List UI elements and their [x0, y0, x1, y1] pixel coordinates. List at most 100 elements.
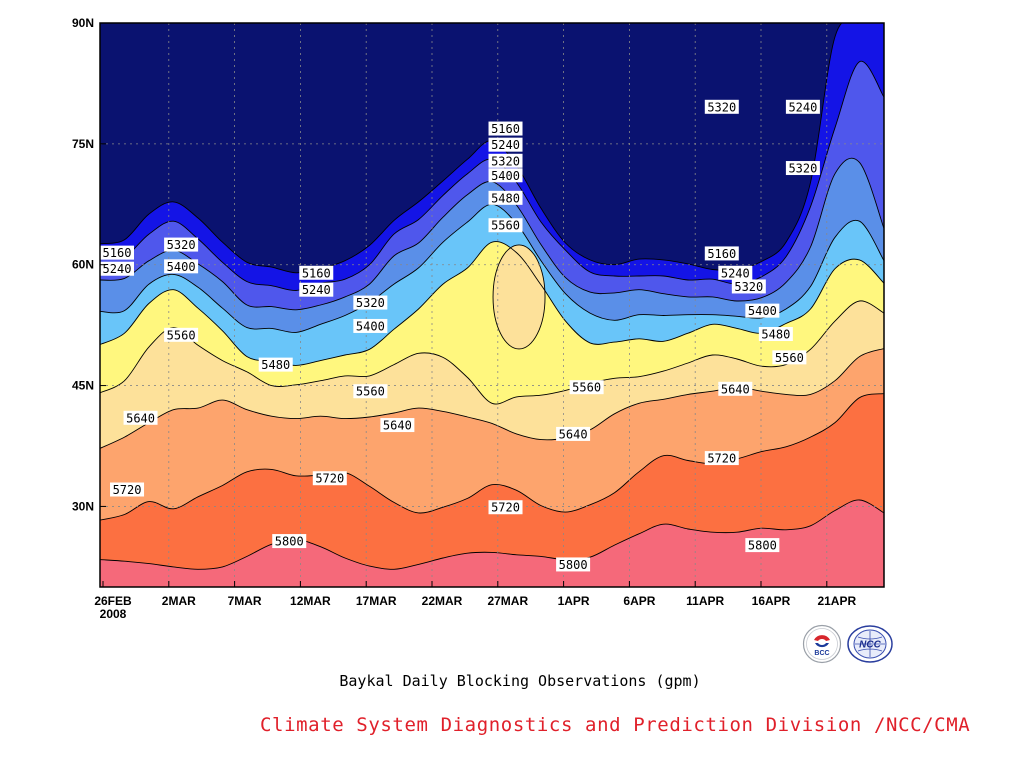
contour-label-box [353, 318, 388, 333]
y-tick-label: 90N [72, 16, 94, 30]
contour-label: 5320 [734, 280, 763, 294]
contour-line-5560 [100, 300, 884, 405]
contour-label-box [380, 418, 415, 433]
contour-label: 5160 [302, 266, 331, 280]
x-tick-label: 2MAR [162, 594, 196, 608]
contour-label-box [299, 282, 334, 297]
contour-label: 5320 [788, 162, 817, 176]
contour-label: 5800 [748, 539, 777, 553]
contour-label-box [110, 482, 145, 497]
x-tick-label: 26FEB [94, 594, 132, 608]
contour-label-box [164, 327, 199, 342]
contour-label: 5400 [491, 169, 520, 183]
contour-label: 5480 [491, 191, 520, 205]
x-tick-label: 17MAR [356, 594, 397, 608]
x-tick-label: 12MAR [290, 594, 331, 608]
contour-label: 5160 [707, 247, 736, 261]
contour-label-box [488, 137, 523, 152]
x-tick-label: 22MAR [422, 594, 463, 608]
contour-label-box [745, 303, 780, 318]
contour-label-box [488, 190, 523, 205]
contour-label-box [123, 410, 158, 425]
contour-label: 5320 [707, 100, 736, 114]
contour-label: 5640 [383, 419, 412, 433]
contour-line-5800 [100, 499, 884, 570]
contour-label: 5320 [167, 238, 196, 252]
contour-labels: 5160524053205400556056405720516052405320… [100, 99, 820, 572]
contour-line-5720 [100, 393, 884, 521]
contour-label: 5480 [261, 358, 290, 372]
x-axis: 26FEB 2MAR 7MAR 12MAR 17MAR 22MAR 27MAR 1APR 6AP… [94, 581, 856, 621]
high-center [492, 244, 546, 350]
contour-label: 5560 [572, 381, 601, 395]
contour-label-box [488, 121, 523, 136]
contour-label-box [785, 99, 820, 114]
contour-label-box [718, 381, 753, 396]
plot-frame [99, 22, 885, 588]
contour-label: 5800 [275, 535, 304, 549]
contour-label: 5640 [721, 382, 750, 396]
contour-label: 5720 [113, 483, 142, 497]
contour-label-box [488, 500, 523, 515]
x-tick-label: 27MAR [487, 594, 528, 608]
contour-label-box [556, 426, 591, 441]
contour-label: 5400 [748, 304, 777, 318]
contour-label-box [100, 261, 134, 276]
y-axis: 30N 45N 60N 75N 90N [72, 16, 106, 513]
contour-label: 5560 [491, 219, 520, 233]
contour-label: 5560 [167, 328, 196, 342]
contour-label-box [488, 153, 523, 168]
ncc-logo: NCC [847, 625, 893, 663]
contour-label: 5640 [126, 411, 155, 425]
contour-label: 5240 [302, 283, 331, 297]
contour-label-box [164, 259, 199, 274]
contour-label: 5720 [491, 501, 520, 515]
contour-label-box [353, 295, 388, 310]
contour-label: 5720 [315, 472, 344, 486]
contour-line-5480 [100, 241, 884, 366]
contour-label-box [704, 246, 739, 261]
contour-label: 5560 [775, 351, 804, 365]
contour-label-box [488, 168, 523, 183]
contour-label: 5320 [356, 296, 385, 310]
contour-label-box [299, 265, 334, 280]
contour-label-box [758, 327, 793, 342]
contour-label: 5160 [491, 122, 520, 136]
y-tick-label: 60N [72, 258, 94, 272]
contour-label-box [745, 538, 780, 553]
contour-label-box [488, 218, 523, 233]
contour-label-box [312, 471, 347, 486]
contour-fill-5800 [100, 499, 884, 587]
contour-label: 5480 [761, 328, 790, 342]
contour-label-box [100, 245, 134, 260]
chart-title: Baykal Daily Blocking Observations (gpm) [339, 672, 701, 690]
contour-label-box [772, 350, 807, 365]
contour-label: 5240 [103, 262, 132, 276]
contour-label: 5800 [559, 558, 588, 572]
x-tick-label: 7MAR [228, 594, 262, 608]
contour-label: 5400 [167, 260, 196, 274]
contour-line-5640 [100, 348, 884, 449]
contour-label-box [785, 161, 820, 176]
contour-label-box [704, 99, 739, 114]
contour-label: 5160 [103, 246, 132, 260]
contour-label: 5640 [559, 427, 588, 441]
bcc-logo: BCC [802, 624, 842, 664]
contour-label-box [353, 384, 388, 399]
contour-label-box [556, 557, 591, 572]
contour-label: 5560 [356, 385, 385, 399]
y-tick-label: 30N [72, 499, 94, 513]
contour-label: 5320 [491, 154, 520, 168]
contour-label: 5400 [356, 319, 385, 333]
ncc-logo-text: NCC [859, 640, 881, 651]
x-tick-label: 16APR [752, 594, 791, 608]
contour-label-box [569, 380, 604, 395]
contour-label: 5240 [491, 138, 520, 152]
contour-label-box [731, 279, 766, 294]
x-tick-label: 6APR [623, 594, 655, 608]
contour-label-box [718, 265, 753, 280]
y-tick-label: 45N [72, 379, 94, 393]
contour-label: 5240 [788, 100, 817, 114]
